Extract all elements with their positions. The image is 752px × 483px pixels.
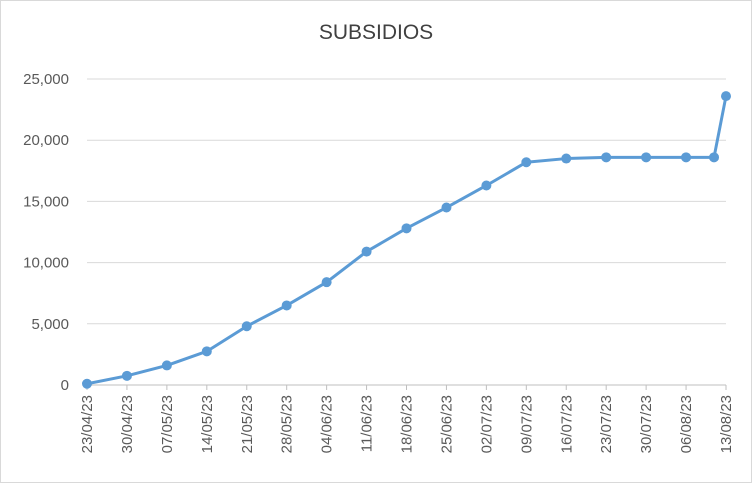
series-line [85, 94, 728, 386]
x-tick-label: 23/04/23 [79, 395, 96, 453]
data-point [709, 152, 720, 163]
data-point [121, 370, 132, 381]
x-tick-label: 09/07/23 [518, 395, 535, 453]
data-point [561, 153, 572, 164]
data-point [521, 157, 532, 168]
x-tick-label: 11/06/23 [359, 395, 376, 452]
data-point [401, 223, 412, 234]
y-tick-label: 15,000 [23, 193, 69, 210]
data-point [241, 321, 252, 332]
data-point [681, 152, 692, 163]
data-point [201, 346, 212, 357]
data-point [82, 378, 92, 389]
y-tick-label: 5,000 [31, 316, 69, 333]
x-tick-label: 07/05/23 [159, 395, 176, 453]
x-tick-label: 16/07/23 [558, 395, 575, 453]
data-point [641, 152, 652, 163]
x-tick-label: 02/07/23 [478, 395, 495, 453]
data-point [321, 277, 332, 288]
x-tick-label: 18/06/23 [399, 395, 416, 453]
data-point [601, 152, 612, 163]
x-tick-label: 25/06/23 [438, 395, 455, 453]
data-point [281, 300, 292, 311]
x-tick-label: 30/04/23 [119, 395, 136, 453]
x-tick-label: 06/08/23 [678, 395, 695, 453]
y-tick-label: 10,000 [23, 255, 69, 272]
data-point [721, 91, 731, 102]
x-tick-label: 21/05/23 [239, 395, 256, 453]
data-point [161, 360, 172, 371]
x-tick-label: 30/07/23 [638, 395, 655, 453]
chart-title: SUBSIDIOS [318, 21, 434, 44]
y-tick-label: 25,000 [23, 71, 69, 88]
x-tick-label: 14/05/23 [199, 395, 216, 453]
x-tick-label: 28/05/23 [279, 395, 296, 453]
data-point [361, 246, 372, 257]
x-tick-label: 04/06/23 [319, 395, 336, 453]
x-tick-label: 13/08/23 [718, 395, 735, 453]
data-point [441, 202, 452, 213]
y-tick-label: 20,000 [23, 132, 69, 149]
x-tick-label: 23/07/23 [598, 395, 615, 453]
y-tick-label: 0 [61, 377, 69, 394]
data-point [481, 180, 492, 191]
